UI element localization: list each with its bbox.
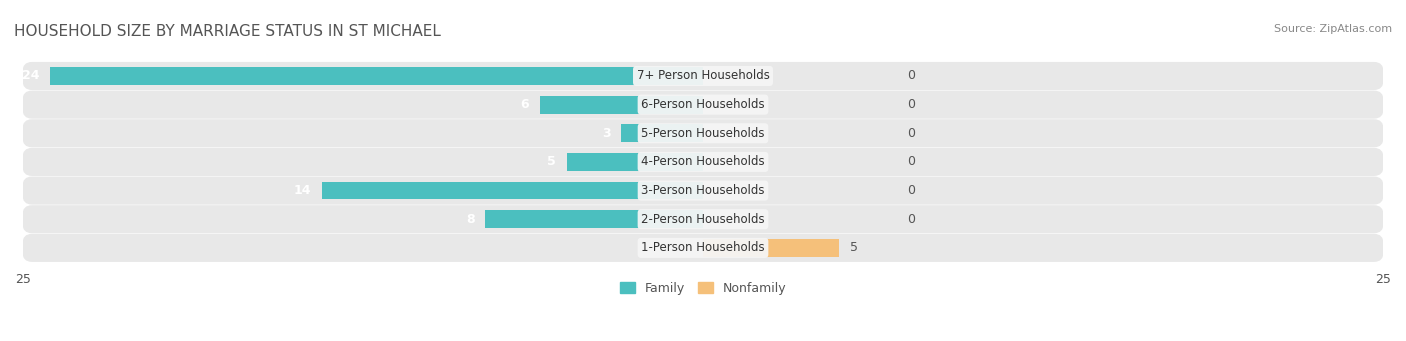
Legend: Family, Nonfamily: Family, Nonfamily [614, 277, 792, 300]
FancyBboxPatch shape [22, 91, 1384, 119]
Text: 6: 6 [520, 98, 529, 111]
Text: 24: 24 [21, 70, 39, 83]
Text: 0: 0 [907, 155, 915, 168]
Text: HOUSEHOLD SIZE BY MARRIAGE STATUS IN ST MICHAEL: HOUSEHOLD SIZE BY MARRIAGE STATUS IN ST … [14, 24, 441, 39]
Text: 0: 0 [907, 184, 915, 197]
Text: 14: 14 [294, 184, 311, 197]
Text: 5: 5 [547, 155, 557, 168]
FancyBboxPatch shape [22, 148, 1384, 176]
Text: 3: 3 [602, 127, 610, 140]
Bar [567, 153, 703, 171]
Text: 0: 0 [907, 213, 915, 226]
Text: 4-Person Households: 4-Person Households [641, 155, 765, 168]
Text: Source: ZipAtlas.com: Source: ZipAtlas.com [1274, 24, 1392, 34]
Text: 1-Person Households: 1-Person Households [641, 241, 765, 254]
Text: 0: 0 [907, 70, 915, 83]
FancyBboxPatch shape [22, 205, 1384, 233]
Text: 7+ Person Households: 7+ Person Households [637, 70, 769, 83]
Text: 0: 0 [907, 98, 915, 111]
FancyBboxPatch shape [22, 177, 1384, 205]
Text: 2-Person Households: 2-Person Households [641, 213, 765, 226]
Bar [621, 124, 703, 142]
Bar [51, 67, 703, 85]
Text: 5: 5 [849, 241, 858, 254]
Text: 6-Person Households: 6-Person Households [641, 98, 765, 111]
Text: 8: 8 [465, 213, 474, 226]
Bar [540, 96, 703, 114]
Bar [322, 182, 703, 199]
FancyBboxPatch shape [22, 234, 1384, 262]
Text: 3-Person Households: 3-Person Households [641, 184, 765, 197]
Text: 0: 0 [907, 127, 915, 140]
Text: 5-Person Households: 5-Person Households [641, 127, 765, 140]
Bar [703, 239, 839, 257]
Bar [485, 210, 703, 228]
FancyBboxPatch shape [22, 62, 1384, 90]
FancyBboxPatch shape [22, 119, 1384, 147]
